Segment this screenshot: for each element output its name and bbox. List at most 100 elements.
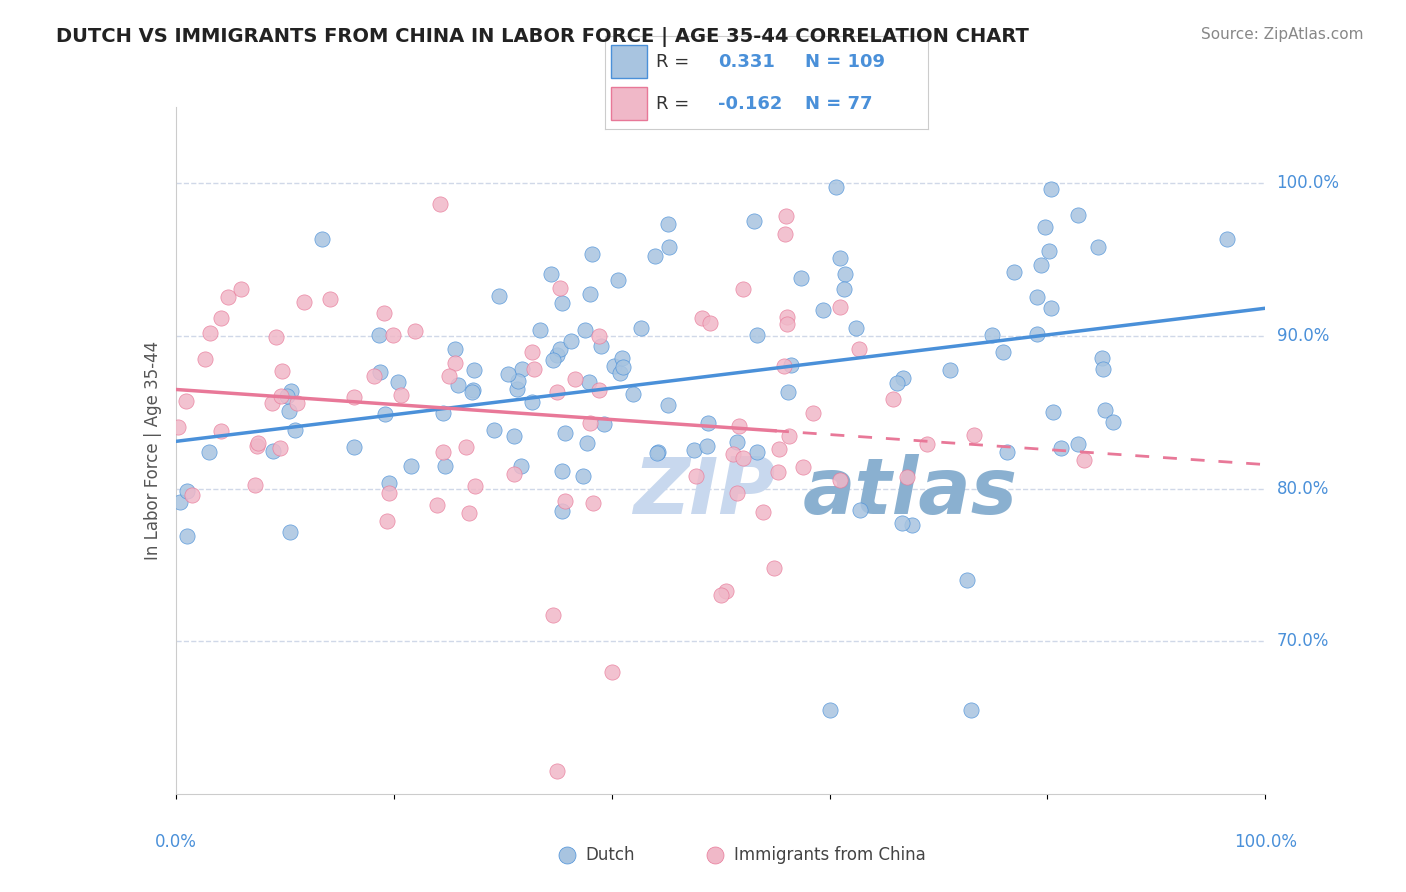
Point xyxy=(733,450,755,465)
Point xyxy=(260,396,283,410)
Point xyxy=(1091,361,1114,376)
Point xyxy=(825,180,848,194)
Text: 80.0%: 80.0% xyxy=(1277,480,1329,498)
Point xyxy=(893,370,915,384)
Point xyxy=(1087,240,1109,254)
Point xyxy=(792,460,814,475)
Point xyxy=(991,345,1014,359)
Point xyxy=(845,321,868,335)
Point xyxy=(775,209,797,223)
Point xyxy=(520,394,543,409)
Point xyxy=(1039,181,1062,195)
Point xyxy=(1067,208,1090,222)
Point xyxy=(368,365,391,379)
Point xyxy=(399,459,422,474)
Text: R =: R = xyxy=(657,53,689,70)
Point xyxy=(271,364,294,378)
Point xyxy=(437,368,460,383)
Point xyxy=(848,342,870,356)
Point xyxy=(1091,351,1114,365)
Point xyxy=(830,473,852,487)
Text: -0.162: -0.162 xyxy=(718,95,782,113)
Point xyxy=(644,249,666,263)
Point xyxy=(264,329,287,343)
Point xyxy=(834,267,856,281)
Text: Immigrants from China: Immigrants from China xyxy=(734,846,925,863)
Point xyxy=(280,384,302,398)
Point xyxy=(882,392,904,406)
Point xyxy=(278,404,301,418)
Point xyxy=(209,310,232,325)
Point xyxy=(591,339,613,353)
Text: 100.0%: 100.0% xyxy=(1277,174,1340,193)
Text: DUTCH VS IMMIGRANTS FROM CHINA IN LABOR FORCE | AGE 35-44 CORRELATION CHART: DUTCH VS IMMIGRANTS FROM CHINA IN LABOR … xyxy=(56,27,1029,46)
Point xyxy=(548,281,571,295)
Point xyxy=(657,398,679,412)
Text: Dutch: Dutch xyxy=(585,846,636,863)
Point xyxy=(685,468,707,483)
Point xyxy=(243,478,266,492)
Text: N = 109: N = 109 xyxy=(806,53,884,70)
Point xyxy=(579,286,602,301)
Point xyxy=(704,847,727,862)
Point xyxy=(176,394,198,409)
Point xyxy=(169,495,191,509)
Point xyxy=(512,361,534,376)
Point xyxy=(378,486,401,500)
Point xyxy=(658,240,681,254)
Point xyxy=(432,445,454,459)
Point xyxy=(773,359,796,373)
Point xyxy=(728,419,751,434)
Point xyxy=(607,273,630,287)
Point xyxy=(1026,327,1049,342)
Point xyxy=(612,360,634,375)
Point xyxy=(725,434,748,449)
Point xyxy=(801,406,824,420)
Point xyxy=(588,383,610,397)
Point xyxy=(540,267,562,281)
Point xyxy=(318,292,340,306)
Point xyxy=(375,514,398,528)
Point xyxy=(246,439,269,453)
Text: ZIP: ZIP xyxy=(633,454,776,530)
Point xyxy=(683,443,706,458)
Point xyxy=(696,416,718,430)
Point xyxy=(377,475,399,490)
Point xyxy=(915,437,938,451)
Point xyxy=(574,323,596,337)
Point xyxy=(546,764,568,778)
Point xyxy=(886,376,908,391)
Point xyxy=(463,362,485,376)
Text: N = 77: N = 77 xyxy=(806,95,873,113)
Point xyxy=(742,213,765,227)
Text: 0.331: 0.331 xyxy=(718,53,775,70)
Point xyxy=(789,271,811,285)
Point xyxy=(269,441,291,455)
Point xyxy=(630,321,652,335)
Point xyxy=(1073,452,1095,467)
Point xyxy=(1102,415,1125,429)
Point xyxy=(1067,436,1090,450)
Point xyxy=(197,444,219,458)
Point xyxy=(503,467,526,481)
Point xyxy=(776,318,799,332)
Point xyxy=(725,486,748,500)
Point xyxy=(176,483,198,498)
Point xyxy=(1038,244,1060,259)
Text: R =: R = xyxy=(657,95,689,113)
Point xyxy=(763,560,786,574)
Point xyxy=(200,326,222,340)
Text: 0.0%: 0.0% xyxy=(155,833,197,851)
Text: 100.0%: 100.0% xyxy=(1234,833,1296,851)
Point xyxy=(368,328,391,343)
Point xyxy=(600,665,623,679)
Point xyxy=(426,498,449,512)
Point xyxy=(745,444,768,458)
Point xyxy=(508,374,530,388)
Point xyxy=(503,429,526,443)
Point xyxy=(447,378,470,392)
Point xyxy=(554,425,576,440)
Point xyxy=(311,231,333,245)
Point xyxy=(1050,441,1073,455)
Point xyxy=(555,847,578,862)
